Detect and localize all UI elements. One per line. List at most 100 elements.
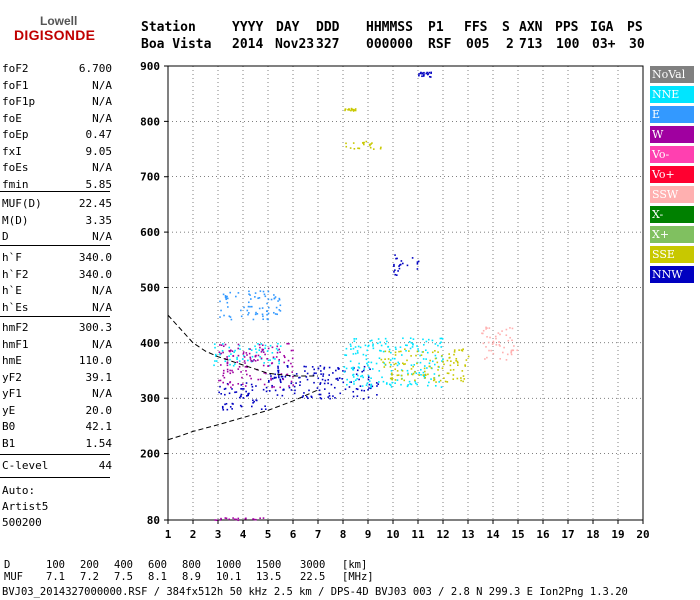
y-tick-label: 200 (140, 448, 160, 461)
echo-point-nnw (375, 382, 378, 384)
echo-point-nnw (406, 264, 409, 267)
param-separator (0, 245, 110, 246)
echo-point-nnw (242, 388, 245, 390)
header-value: 100 (556, 37, 580, 52)
echo-point-nnw (333, 386, 336, 389)
echo-point-nnw (299, 384, 301, 387)
echo-point-w (222, 381, 225, 384)
echo-point-nne (385, 340, 388, 343)
header-label: PS (627, 20, 643, 35)
echo-point-nnw (352, 395, 355, 398)
echo-point-sse (431, 351, 434, 354)
echo-point-nnw (276, 394, 279, 396)
echo-point-sse (365, 140, 368, 143)
echo-point-nnw (277, 375, 280, 377)
echo-point-sse (423, 367, 426, 370)
echo-point-nne (345, 367, 348, 370)
echo-point-nne (380, 344, 383, 347)
echo-point-sse (396, 370, 399, 372)
echo-point-ssw (498, 341, 500, 343)
echo-point-nne (425, 358, 427, 360)
header-value: 2014 (232, 37, 264, 52)
echo-point-nnw (368, 387, 370, 389)
echo-point-w (243, 360, 246, 362)
echo-point-nnw (428, 75, 431, 78)
echo-point-nne (417, 348, 419, 350)
header-value: Boa Vista (141, 37, 212, 52)
echo-point-sse (427, 373, 429, 376)
echo-point-nne (402, 337, 404, 340)
echo-point-nnw (224, 403, 226, 406)
param-name: fmin (2, 177, 29, 191)
echo-point-w (250, 377, 252, 380)
echo-point-sse (394, 379, 397, 381)
echo-point-nnw (250, 383, 253, 386)
echo-point-nnw (312, 374, 315, 377)
echo-point-w (226, 361, 229, 364)
echo-point-ssw (499, 345, 501, 347)
echo-point-sse (441, 367, 444, 370)
param-row: h`F 340.0 (2, 251, 112, 265)
echo-point-nnw (398, 264, 401, 266)
echo-point-e (266, 313, 268, 316)
profile-curve (167, 389, 319, 441)
echo-point-sse (404, 348, 406, 351)
echo-point-sse (456, 361, 459, 364)
echo-point-nne (365, 384, 368, 386)
echo-point-ssw (509, 327, 511, 329)
echo-point-nne (390, 351, 392, 354)
echo-point-nnw (377, 383, 380, 386)
echo-point-nne (397, 361, 400, 364)
echo-point-w (251, 360, 254, 363)
echo-point-nnw (338, 377, 341, 379)
footer-value: 400 (114, 559, 133, 571)
echo-point-nne (413, 364, 416, 366)
echo-point-nnw (313, 372, 316, 374)
echo-point-nnw (430, 71, 432, 74)
echo-point-sse (434, 350, 436, 352)
echo-point-e (225, 298, 228, 301)
param-row: fmin 5.85 (2, 178, 112, 192)
param-row: foF2 6.700 (2, 62, 112, 76)
echo-point-e (230, 318, 233, 321)
echo-point-nnw (335, 378, 338, 380)
param-value: 9.05 (85, 144, 113, 158)
echo-point-nne (400, 354, 403, 356)
echo-point-nne (369, 340, 372, 342)
echo-point-sse (412, 365, 414, 368)
echo-point-e (254, 313, 257, 316)
echo-point-sse (434, 357, 437, 360)
param-value: N/A (92, 387, 112, 400)
legend-item-nnw: NNW (650, 266, 694, 283)
footer-value: 7.2 (80, 571, 99, 583)
echo-point-nne (346, 378, 348, 381)
echo-point-nne (363, 368, 365, 370)
echo-point-sse (412, 372, 415, 375)
footer-value: 13.5 (256, 571, 282, 583)
echo-point-w (262, 351, 265, 353)
echo-point-nnw (251, 389, 254, 391)
echo-point-sse (391, 372, 393, 375)
param-value: 5.85 (85, 177, 113, 191)
x-tick-label: 15 (511, 528, 524, 541)
echo-point-ssw (495, 337, 497, 340)
echo-point-ssw (510, 350, 513, 353)
logo-line1: Lowell (40, 14, 78, 28)
echo-point-nne (366, 362, 368, 365)
echo-point-sse (407, 373, 409, 376)
echo-point-sse (400, 374, 403, 377)
echo-point-w (283, 361, 286, 364)
echo-point-e (274, 313, 277, 315)
echo-point-ssw (499, 333, 501, 336)
echo-point-nnw (327, 396, 330, 398)
echo-point-e (255, 311, 257, 314)
echo-point-nnw (248, 392, 250, 395)
echo-point-e (223, 314, 225, 317)
echo-point-e (276, 313, 278, 316)
echo-point-nnw (356, 369, 359, 372)
echo-point-w (229, 372, 232, 375)
echo-point-w (230, 386, 232, 389)
echo-point-sse (403, 379, 406, 382)
header-value: 03+ (592, 37, 616, 52)
echo-point-nne (420, 373, 422, 376)
